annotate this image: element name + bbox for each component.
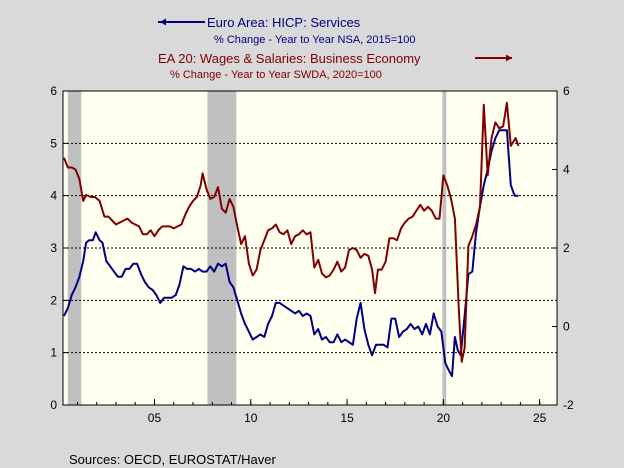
left-tick-label-3: 3 xyxy=(50,241,57,255)
left-tick-label-6: 6 xyxy=(50,84,57,98)
legend: Euro Area: HICP: Services % Change - Yea… xyxy=(158,15,512,81)
source-note: Sources: OECD, EUROSTAT/Haver xyxy=(69,452,277,467)
left-tick-label-1: 1 xyxy=(50,346,57,360)
left-tick-label-4: 4 xyxy=(50,189,57,203)
right-tick-label--2: -2 xyxy=(563,398,574,412)
left-axis: 0 1 2 3 4 5 6 xyxy=(50,84,68,412)
x-tick-label-10: 10 xyxy=(244,411,258,425)
legend-arrow-right-icon xyxy=(506,54,512,62)
left-tick-label-0: 0 xyxy=(50,398,57,412)
legend-hicp-subtitle: % Change - Year to Year NSA, 2015=100 xyxy=(214,34,416,46)
left-tick-label-5: 5 xyxy=(50,136,57,150)
right-tick-label-6: 6 xyxy=(563,84,570,98)
recession-band-0 xyxy=(67,91,82,405)
legend-wages-title: EA 20: Wages & Salaries: Business Econom… xyxy=(158,51,421,66)
x-tick-label-15: 15 xyxy=(340,411,354,425)
series-line-hicp xyxy=(63,129,519,378)
x-tick-label-05: 05 xyxy=(148,411,162,425)
x-tick-label-25: 25 xyxy=(533,411,547,425)
legend-arrow-left-icon xyxy=(160,18,166,26)
series-line-wages xyxy=(63,101,520,363)
legend-hicp-title: Euro Area: HICP: Services xyxy=(207,15,361,30)
right-axis: -2 0 2 4 6 xyxy=(552,84,574,412)
x-tick-label-20: 20 xyxy=(437,411,451,425)
series-lines xyxy=(63,101,520,378)
right-tick-label-0: 0 xyxy=(563,320,570,334)
left-tick-label-2: 2 xyxy=(50,293,57,307)
legend-wages-subtitle: % Change - Year to Year SWDA, 2020=100 xyxy=(170,69,382,81)
x-axis: 05 10 15 20 25 xyxy=(76,399,547,425)
right-tick-label-4: 4 xyxy=(563,163,570,177)
right-tick-label-2: 2 xyxy=(563,241,570,255)
